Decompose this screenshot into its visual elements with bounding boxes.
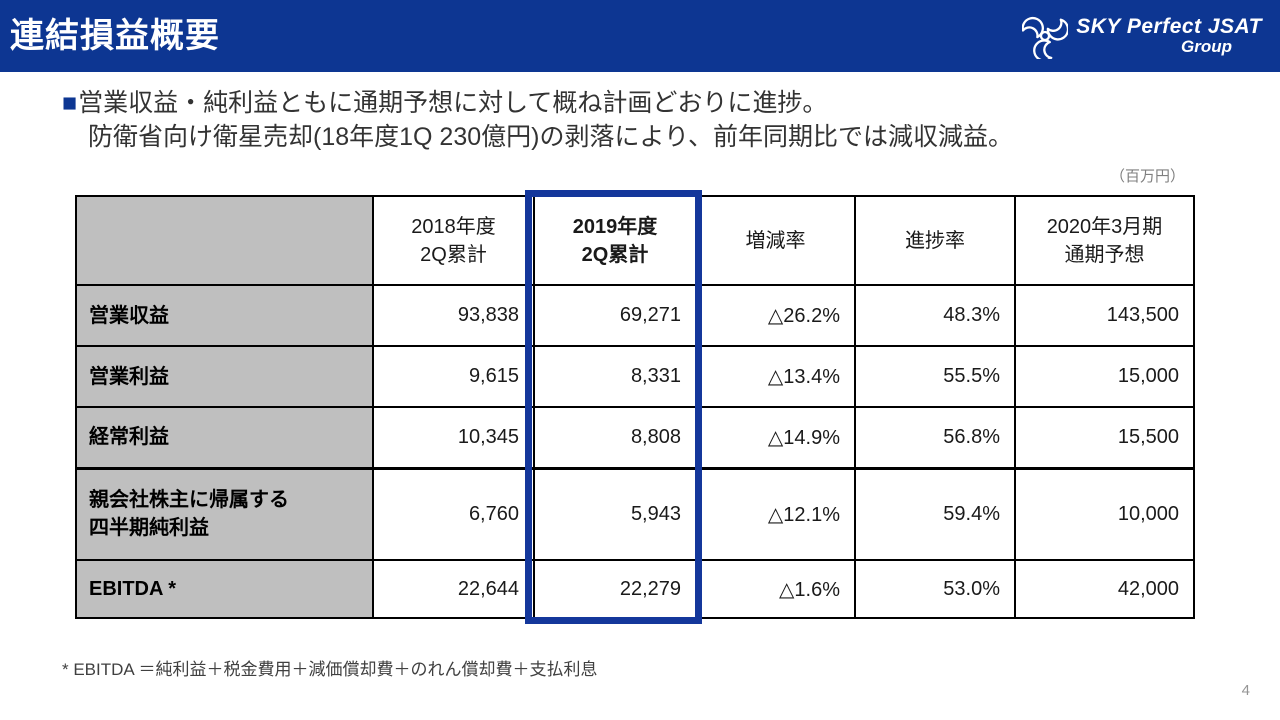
table-cell: 15,000 xyxy=(1014,345,1195,408)
table-cell: 22,644 xyxy=(372,559,535,619)
table-cell: △1.6% xyxy=(695,559,856,619)
table-cell: 5,943 xyxy=(533,466,697,561)
logo-line-1: SKY Perfect JSAT xyxy=(1076,15,1262,39)
table-cell: 56.8% xyxy=(854,406,1016,469)
ebitda-footnote: * EBITDA ＝純利益＋税金費用＋減価償却費＋のれん償却費＋支払利息 xyxy=(62,660,598,679)
summary-block: ■営業収益・純利益ともに通期予想に対して概ね計画どおりに進捗。 防衛省向け衛星売… xyxy=(62,86,1013,154)
table-cell: 59.4% xyxy=(854,466,1016,561)
row-label-ordinary-income: 経常利益 xyxy=(75,406,374,469)
table-corner-cell xyxy=(75,195,374,286)
column-header-change-rate: 増減率 xyxy=(695,195,856,286)
table-cell: △12.1% xyxy=(695,466,856,561)
page-title: 連結損益概要 xyxy=(10,17,220,55)
table-cell: 6,760 xyxy=(372,466,535,561)
table-cell: 143,500 xyxy=(1014,284,1195,347)
table-cell: 93,838 xyxy=(372,284,535,347)
table-cell: 8,808 xyxy=(533,406,697,469)
table-cell: △14.9% xyxy=(695,406,856,469)
logo-text: SKY Perfect JSAT Group xyxy=(1076,15,1262,57)
table-cell: 8,331 xyxy=(533,345,697,408)
table-cell: △26.2% xyxy=(695,284,856,347)
table-cell: 9,615 xyxy=(372,345,535,408)
company-logo: SKY Perfect JSAT Group xyxy=(1022,13,1280,59)
column-header-2019-2q: 2019年度 2Q累計 xyxy=(533,195,697,286)
table-cell: △13.4% xyxy=(695,345,856,408)
table-row-net-income: 親会社株主に帰属する 四半期純利益 6,760 5,943 △12.1% 59.… xyxy=(75,466,1195,561)
summary-line-2: 防衛省向け衛星売却(18年度1Q 230億円)の剥落により、前年同期比では減収減… xyxy=(88,123,1013,151)
table-cell: 15,500 xyxy=(1014,406,1195,469)
page-number: 4 xyxy=(1241,682,1250,699)
summary-line-1: ■営業収益・純利益ともに通期予想に対して概ね計画どおりに進捗。 xyxy=(62,86,1013,120)
table-cell: 10,345 xyxy=(372,406,535,469)
summary-line-1-text: 営業収益・純利益ともに通期予想に対して概ね計画どおりに進捗。 xyxy=(78,89,828,117)
logo-line-2: Group xyxy=(1181,37,1232,57)
table-row-ordinary-income: 経常利益 10,345 8,808 △14.9% 56.8% 15,500 xyxy=(75,406,1195,469)
table-row-operating-income: 営業利益 9,615 8,331 △13.4% 55.5% 15,000 xyxy=(75,345,1195,408)
row-label-net-income: 親会社株主に帰属する 四半期純利益 xyxy=(75,466,374,561)
bullet-square: ■ xyxy=(62,89,78,117)
table-cell: 22,279 xyxy=(533,559,697,619)
table-cell: 48.3% xyxy=(854,284,1016,347)
column-header-progress-rate: 進捗率 xyxy=(854,195,1016,286)
header-row: 2018年度 2Q累計 2019年度 2Q累計 増減率 進捗率 2020年3月期… xyxy=(75,195,1195,286)
unit-label: （百万円） xyxy=(1109,168,1185,185)
table-row-operating-revenue: 営業収益 93,838 69,271 △26.2% 48.3% 143,500 xyxy=(75,284,1195,347)
table-cell: 10,000 xyxy=(1014,466,1195,561)
row-label-ebitda: EBITDA * xyxy=(75,559,374,619)
table-cell: 55.5% xyxy=(854,345,1016,408)
table-row-ebitda: EBITDA * 22,644 22,279 △1.6% 53.0% 42,00… xyxy=(75,559,1195,619)
column-header-fy2020-forecast: 2020年3月期 通期予想 xyxy=(1014,195,1195,286)
row-label-operating-revenue: 営業収益 xyxy=(75,284,374,347)
row-label-operating-income: 営業利益 xyxy=(75,345,374,408)
financial-table: 2018年度 2Q累計 2019年度 2Q累計 増減率 進捗率 2020年3月期… xyxy=(75,195,1195,619)
table-wrap: 2018年度 2Q累計 2019年度 2Q累計 増減率 進捗率 2020年3月期… xyxy=(75,190,1195,624)
header-bar: 連結損益概要 SKY Perfect JSAT Group xyxy=(0,0,1280,72)
table-cell: 53.0% xyxy=(854,559,1016,619)
table-cell: 42,000 xyxy=(1014,559,1195,619)
pinwheel-icon xyxy=(1022,13,1069,59)
column-header-2018-2q: 2018年度 2Q累計 xyxy=(372,195,535,286)
table-cell: 69,271 xyxy=(533,284,697,347)
